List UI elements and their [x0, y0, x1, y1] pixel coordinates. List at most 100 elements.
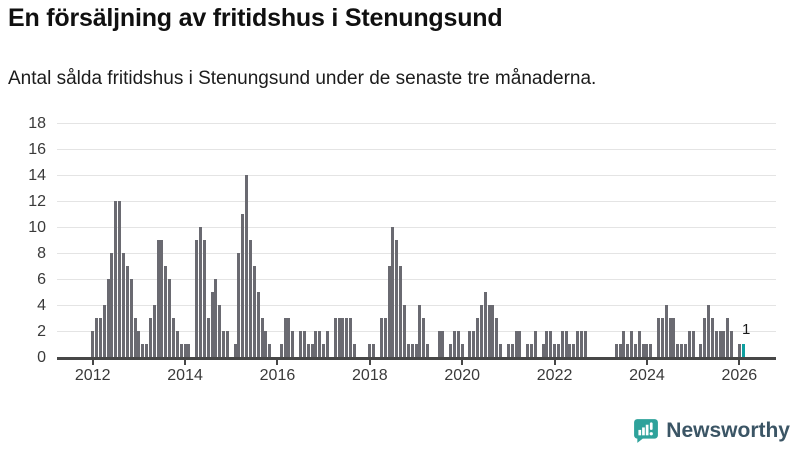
bar — [499, 344, 503, 357]
y-tick-label: 2 — [37, 323, 46, 340]
x-tick-label: 2026 — [721, 367, 758, 384]
bar — [730, 331, 734, 357]
bar — [152, 305, 156, 357]
bar — [683, 344, 687, 357]
newsworthy-brand: Newsworthy — [633, 417, 790, 445]
gridline — [57, 227, 776, 228]
bar-chart: 0 2 4 6 8 10 12 14 16 18 1 2012 2014 2016 2018 2020 20… — [28, 115, 776, 384]
bar — [91, 331, 95, 357]
bar — [580, 331, 584, 357]
gridline — [57, 175, 776, 176]
bar — [249, 240, 252, 357]
x-tick-label: 2018 — [352, 367, 388, 384]
bar — [172, 318, 176, 357]
bar — [722, 331, 726, 357]
bar — [449, 344, 453, 357]
bar — [118, 201, 122, 357]
bar — [133, 318, 137, 357]
bar — [148, 318, 152, 357]
bar — [399, 266, 403, 357]
chart-subtitle: Antal sålda fritidshus i Stenungsund und… — [8, 68, 597, 89]
bar — [476, 318, 480, 357]
bar — [626, 344, 630, 357]
bar — [645, 344, 649, 357]
bar — [368, 344, 372, 357]
bar — [676, 344, 680, 357]
bar — [510, 344, 514, 357]
bar — [145, 344, 149, 357]
bar — [310, 344, 314, 357]
bar — [707, 305, 711, 357]
x-tick-label: 2014 — [167, 367, 203, 384]
x-tick-label: 2016 — [259, 367, 296, 384]
bar — [549, 331, 553, 357]
y-tick-label: 8 — [37, 245, 46, 262]
bar — [583, 331, 587, 357]
bar — [483, 292, 487, 357]
bar — [672, 318, 676, 357]
bar — [337, 318, 341, 357]
bar — [545, 331, 549, 357]
bar — [233, 344, 237, 357]
bar — [714, 331, 718, 357]
last-value-label: 1 — [742, 321, 751, 338]
bar — [349, 318, 353, 357]
bar — [256, 292, 260, 357]
bar — [225, 331, 229, 357]
x-tick — [461, 358, 464, 365]
gridline — [57, 305, 776, 306]
y-tick-label: 18 — [28, 115, 46, 132]
bar — [487, 305, 491, 357]
x-tick-label: 2022 — [536, 367, 573, 384]
bar — [718, 331, 722, 357]
bar — [252, 266, 256, 357]
bar — [576, 331, 580, 357]
x-axis-line — [57, 357, 776, 360]
bar — [614, 344, 618, 357]
bar — [472, 331, 476, 357]
bar — [553, 344, 557, 357]
bar — [287, 318, 291, 357]
plot-area: 1 — [57, 123, 776, 360]
x-tick — [738, 358, 741, 365]
bar — [560, 331, 564, 357]
bar — [479, 305, 483, 357]
bar — [314, 331, 318, 357]
bar — [137, 331, 141, 357]
bar — [529, 344, 533, 357]
bar — [664, 305, 668, 357]
bar — [422, 318, 426, 357]
bar — [383, 318, 387, 357]
bar — [268, 344, 272, 357]
bar — [453, 331, 456, 357]
gridline — [57, 149, 776, 150]
bar — [210, 292, 214, 357]
bar — [206, 318, 210, 357]
bar — [345, 318, 349, 357]
y-tick-label: 10 — [28, 219, 46, 236]
gridline — [57, 279, 776, 280]
y-tick-label: 0 — [37, 349, 46, 366]
page-title: En försäljning av fritidshus i Stenungsu… — [8, 4, 503, 32]
bar — [283, 318, 287, 357]
bar — [260, 318, 264, 357]
brand-name: Newsworthy — [666, 419, 790, 442]
bar — [526, 344, 530, 357]
x-tick-label: 2012 — [74, 367, 111, 384]
bar — [164, 266, 168, 357]
x-tick-label: 2024 — [629, 367, 665, 384]
bar — [630, 331, 634, 357]
bar — [325, 331, 329, 357]
bar — [95, 318, 99, 357]
bar — [518, 331, 522, 357]
bar — [98, 318, 102, 357]
bar — [410, 344, 414, 357]
gridline — [57, 123, 776, 124]
x-tick-label: 2020 — [444, 367, 480, 384]
bar — [495, 318, 499, 357]
bar — [710, 318, 714, 357]
bar — [456, 331, 460, 357]
bar — [426, 344, 430, 357]
bar — [406, 344, 410, 357]
bar — [195, 240, 199, 357]
